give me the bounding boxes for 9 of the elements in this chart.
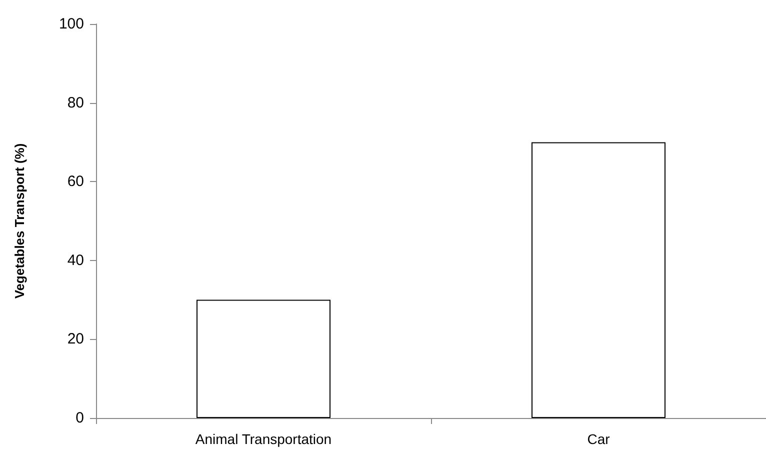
y-tick-label: 40 xyxy=(67,252,84,269)
y-tick-label: 0 xyxy=(76,410,84,426)
y-tick-label: 80 xyxy=(67,94,84,112)
y-axis-title: Vegetables Transport (%) xyxy=(12,143,27,299)
x-tick-label: Car xyxy=(587,431,610,447)
y-tick-label: 60 xyxy=(67,173,84,190)
y-tick-label: 20 xyxy=(67,330,84,348)
x-tick-label: Animal Transportation xyxy=(195,431,332,447)
y-tick-label: 100 xyxy=(58,16,84,32)
